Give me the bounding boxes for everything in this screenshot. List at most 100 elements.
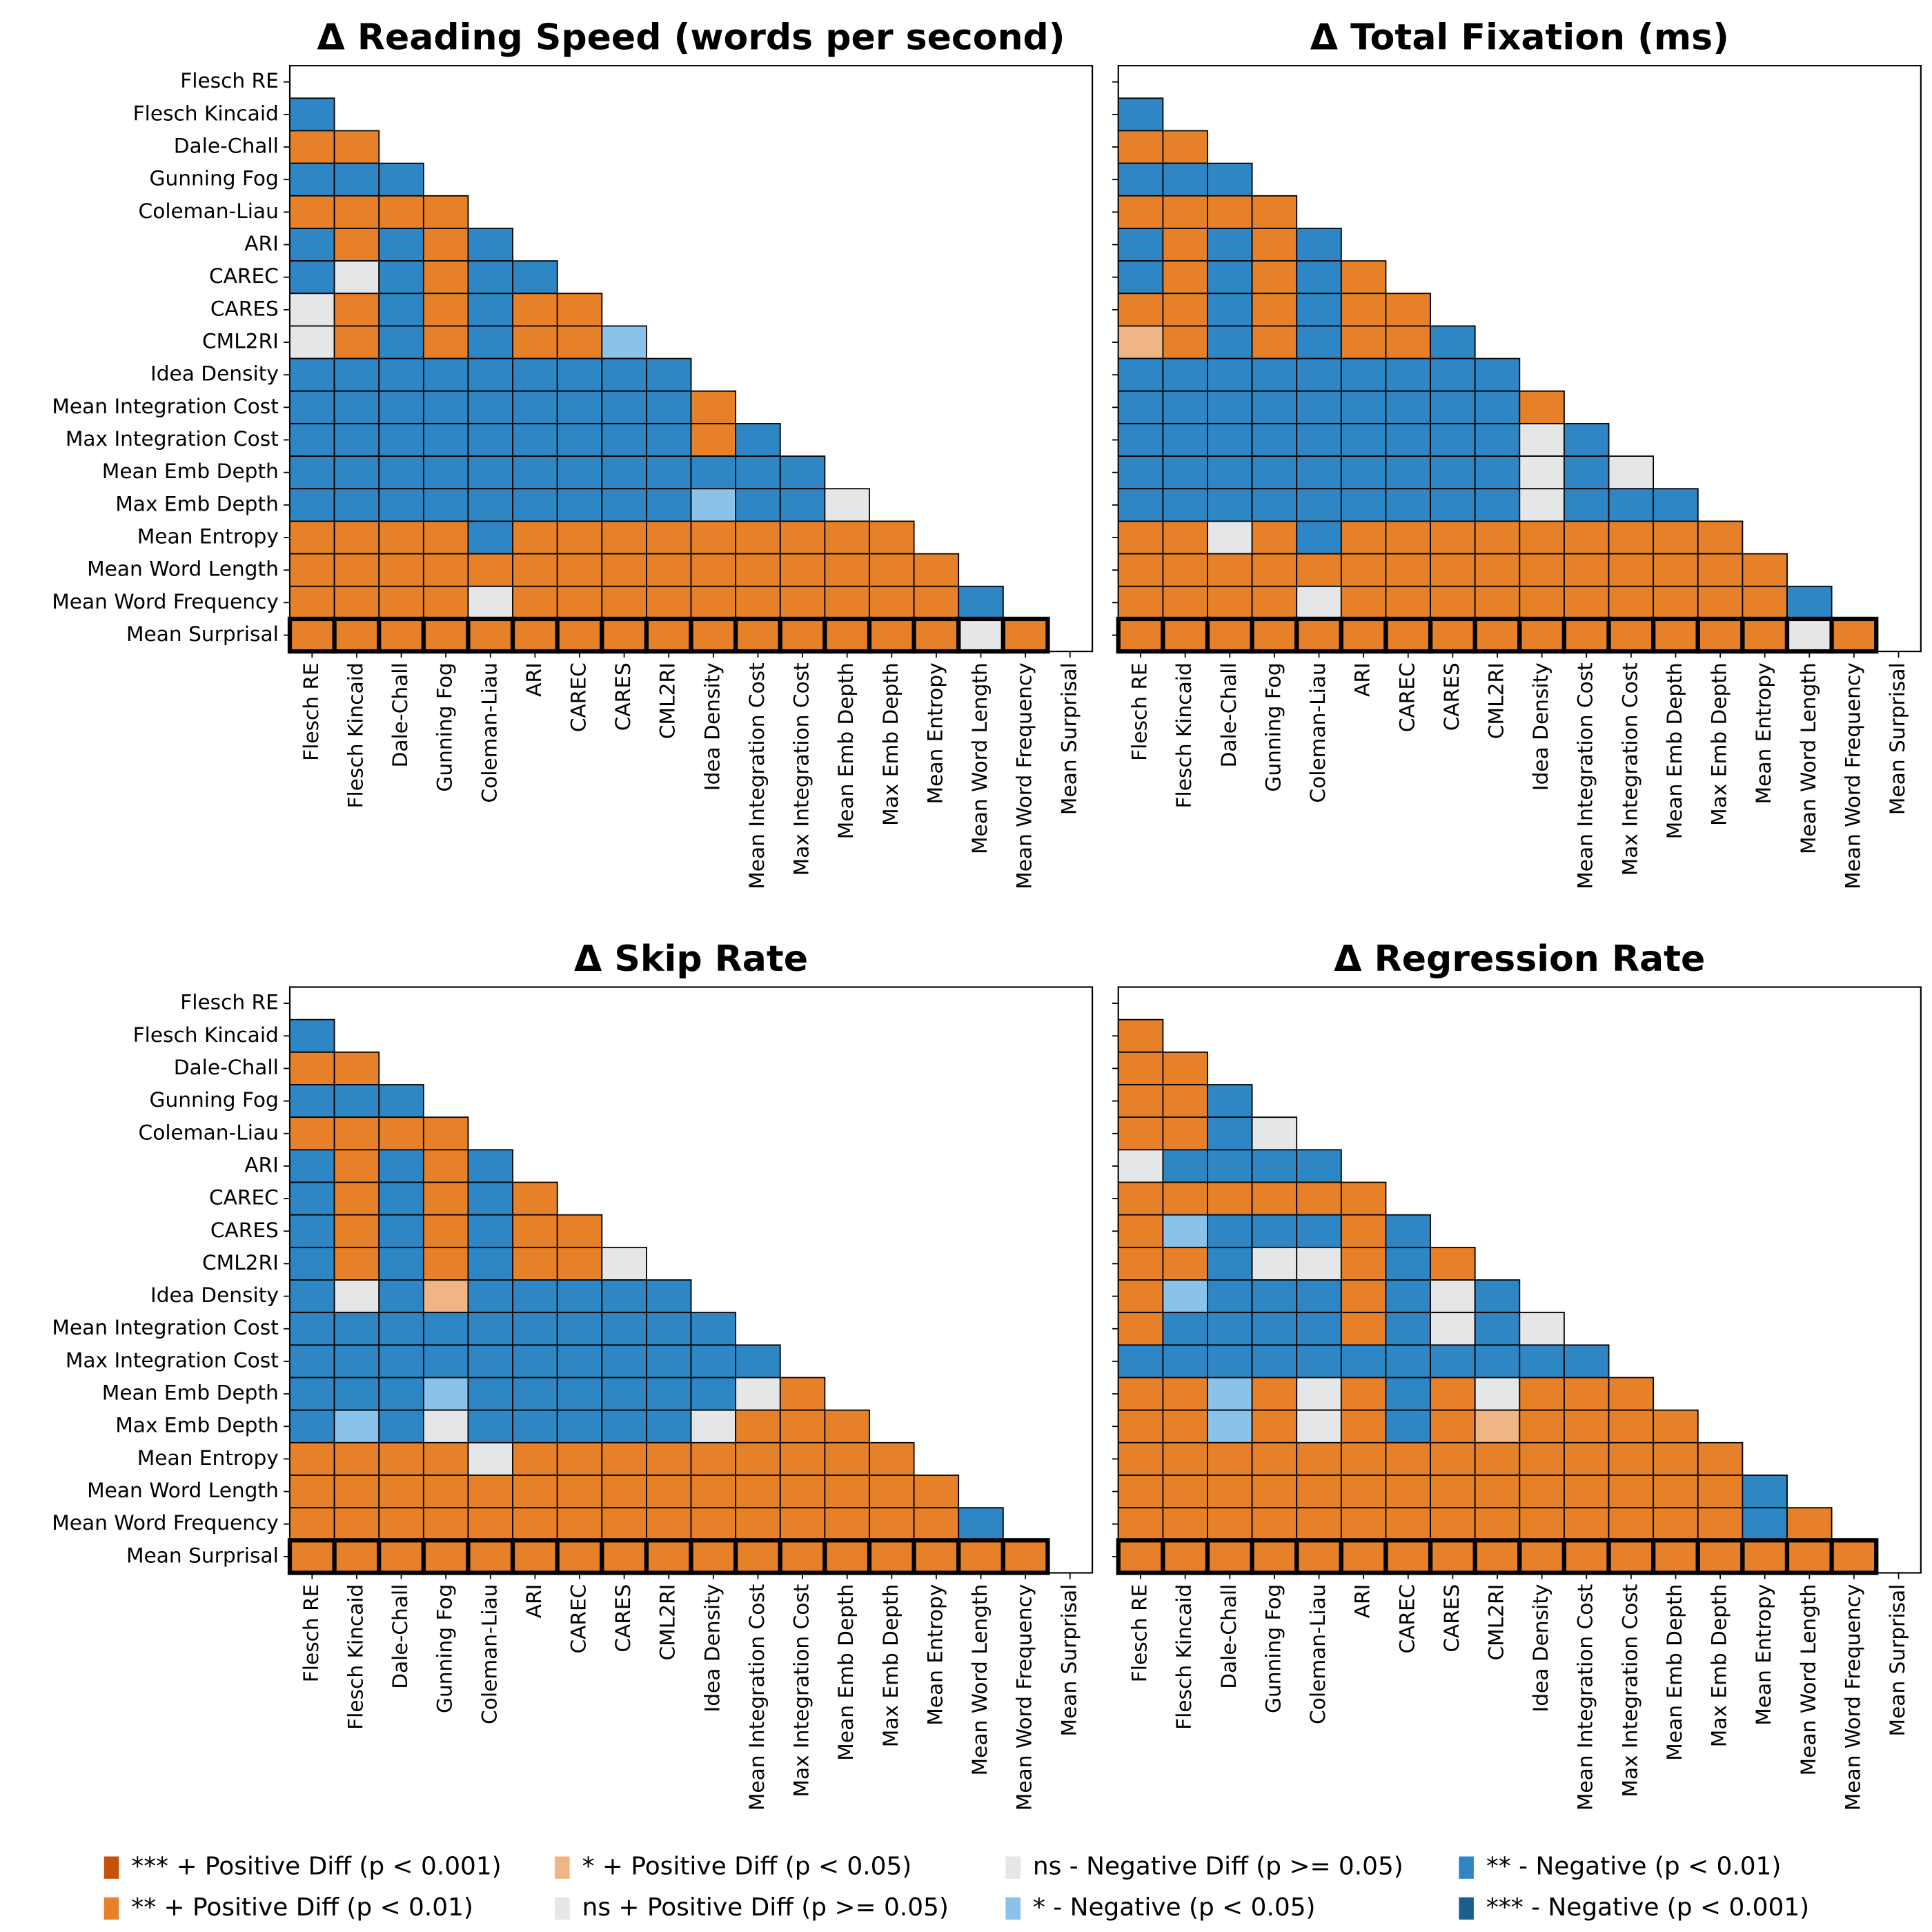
heatmap-cell: [1608, 1475, 1655, 1509]
heatmap-cell: [1296, 390, 1342, 424]
heatmap-cell: [1251, 293, 1298, 327]
heatmap-cell: [824, 1507, 870, 1541]
heatmap-cell: [1296, 1312, 1342, 1346]
heatmap-cell: [556, 585, 603, 620]
heatmap-cell: [1517, 616, 1567, 654]
heatmap-cell: [289, 325, 335, 359]
x-tick-label: Mean Entropy: [923, 1584, 947, 1726]
heatmap-cell: [512, 357, 558, 392]
heatmap-cell: [1474, 488, 1521, 522]
heatmap-cell: [1784, 1538, 1834, 1575]
heatmap-cell: [422, 423, 469, 457]
heatmap-cell: [1205, 616, 1254, 654]
heatmap-cell: [1340, 423, 1387, 457]
y-tick-label: Max Emb Depth: [115, 1414, 279, 1437]
heatmap-cell: [333, 1312, 380, 1346]
heatmap-cell: [1740, 616, 1790, 654]
y-tick-label: Mean Entropy: [137, 525, 279, 549]
heatmap-cell: [1564, 553, 1610, 587]
y-tick-label: ARI: [244, 232, 279, 255]
heatmap-cell: [1474, 1475, 1521, 1509]
heatmap-cell: [779, 488, 826, 522]
heatmap-cell: [1162, 488, 1208, 522]
heatmap-cell: [289, 1475, 335, 1509]
x-tick-label: Mean Word Frequency: [1013, 1584, 1036, 1811]
heatmap-cell: [690, 1507, 737, 1541]
heatmap-cell: [1608, 1409, 1655, 1443]
heatmap-cell: [289, 228, 335, 262]
x-tick-label: Max Emb Depth: [1708, 1584, 1731, 1748]
heatmap-cell: [289, 390, 335, 424]
heatmap-cell: [466, 1538, 515, 1575]
heatmap-cell: [1519, 455, 1565, 490]
x-tick-label: Dale-Chall: [388, 1584, 412, 1689]
heatmap-cell: [333, 1051, 380, 1085]
heatmap-cell: [867, 616, 916, 654]
heatmap-cell: [1000, 1538, 1050, 1575]
y-tick-label: Mean Surprisal: [126, 622, 279, 646]
heatmap-cell: [1474, 1344, 1521, 1379]
heatmap-cell: [289, 455, 335, 490]
heatmap-cell: [1207, 1507, 1253, 1541]
heatmap-cell: [1162, 1441, 1208, 1476]
heatmap-cell: [467, 1475, 513, 1509]
heatmap-cell: [735, 1441, 781, 1476]
x-tick-label: CML2RI: [656, 1584, 680, 1661]
heatmap-cell: [510, 1538, 560, 1575]
heatmap-cell: [1162, 162, 1208, 197]
heatmap-cell: [378, 390, 424, 424]
heatmap-cell: [1296, 423, 1342, 457]
heatmap-cell: [556, 1279, 603, 1314]
x-tick-label: ARI: [1351, 1584, 1374, 1619]
heatmap-cell: [1162, 293, 1208, 327]
heatmap-cell: [1162, 390, 1208, 424]
legend-swatch: [1005, 1897, 1021, 1920]
heatmap-cell: [600, 616, 649, 654]
heatmap-cell: [646, 455, 692, 490]
heatmap-cell: [556, 1246, 603, 1281]
heatmap-cell: [690, 1344, 737, 1379]
legend-label: ** - Negative (p < 0.01): [1486, 1853, 1782, 1881]
heatmap-cell: [869, 585, 915, 620]
heatmap-cell: [1296, 455, 1342, 490]
heatmap-cell: [333, 325, 380, 359]
y-tick-label: Mean Integration Cost: [52, 395, 278, 418]
heatmap-cell: [601, 520, 647, 555]
x-tick-label: Mean Word Length: [968, 662, 992, 854]
x-tick-label: Gunning Fog: [1261, 662, 1285, 791]
heatmap-cell: [1519, 390, 1565, 424]
heatmap-cell: [1251, 488, 1298, 522]
heatmap-cell: [1608, 455, 1655, 490]
heatmap-cell: [735, 520, 781, 555]
heatmap-cell: [601, 1377, 647, 1411]
heatmap-cell: [1207, 1279, 1253, 1314]
x-tick-label: Flesch Kincaid: [1172, 662, 1196, 808]
heatmap-cell: [289, 585, 335, 620]
heatmap-cell: [289, 162, 335, 197]
heatmap-cell: [779, 1441, 826, 1476]
heatmap-cell: [1116, 1538, 1165, 1575]
y-tick-label: Flesch RE: [180, 991, 279, 1014]
x-tick-label: Flesch Kincaid: [1172, 1584, 1196, 1730]
heatmap-cell: [556, 1214, 603, 1248]
heatmap-cell: [1742, 553, 1788, 587]
heatmap-cell: [1430, 1246, 1476, 1281]
heatmap-cell: [735, 455, 781, 490]
heatmap-cell: [377, 616, 426, 654]
heatmap-cell: [467, 1409, 513, 1443]
heatmap-cell: [1430, 553, 1476, 587]
y-tick-label: Mean Emb Depth: [102, 460, 279, 483]
heatmap-cell: [1385, 585, 1431, 620]
heatmap-cell: [1653, 488, 1699, 522]
y-tick-label: CARES: [210, 1219, 279, 1242]
heatmap-cell: [1162, 260, 1208, 295]
heatmap-cell: [1430, 390, 1476, 424]
heatmap-cell: [512, 488, 558, 522]
heatmap-cell: [690, 1377, 737, 1411]
heatmap-cell: [378, 1246, 424, 1281]
heatmap-cell: [1340, 488, 1387, 522]
legend-label: * - Negative (p < 0.05): [1033, 1893, 1316, 1922]
heatmap-cell: [779, 553, 826, 587]
heatmap-cell: [1340, 1246, 1387, 1281]
heatmap-panel: Δ Skip Rate Flesch RE Flesch Kincaid Dale-C…: [52, 938, 1094, 1811]
